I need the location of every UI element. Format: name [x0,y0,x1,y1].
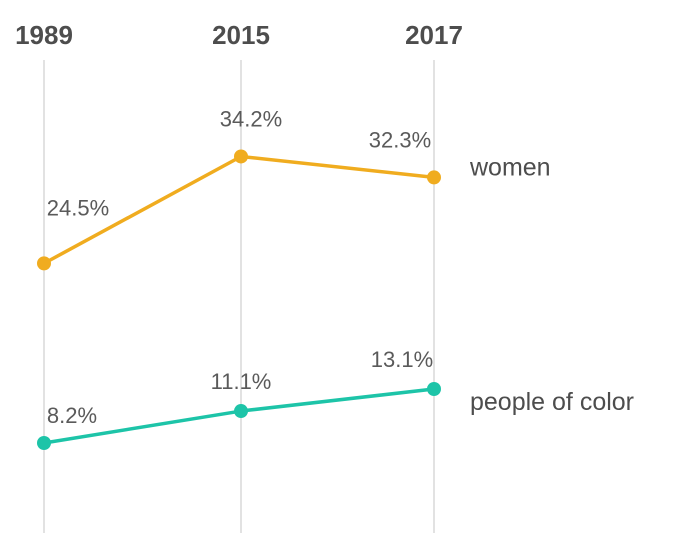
data-label-people-of-color-2017: 13.1% [371,347,433,372]
data-label-women-2015: 34.2% [220,106,282,131]
series-people-of-color: 8.2% 11.1% 13.1% people of color [37,347,634,450]
data-label-people-of-color-2015: 11.1% [211,369,272,394]
series-name-women: women [469,153,551,181]
data-label-women-1989: 24.5% [47,195,109,220]
data-point-people-of-color-2017 [427,382,441,397]
series-name-people-of-color: people of color [470,388,634,416]
x-tick-label-2017: 2017 [405,20,463,50]
data-point-people-of-color-2015 [234,404,248,419]
x-tick-label-2015: 2015 [212,20,270,50]
data-label-people-of-color-1989: 8.2% [47,403,97,428]
gridlines [43,60,435,533]
x-axis-labels: 1989 2015 2017 [15,20,463,50]
x-tick-label-1989: 1989 [15,20,73,50]
series-women: 24.5% 34.2% 32.3% women [37,106,551,271]
data-point-people-of-color-1989 [37,436,51,450]
data-label-women-2017: 32.3% [369,127,431,152]
series-layer: 24.5% 34.2% 32.3% women 8.2% 11.1% 13.1% people… [37,106,634,450]
data-point-women-2017 [427,170,441,185]
data-point-women-1989 [37,256,51,271]
data-point-women-2015 [234,149,248,164]
